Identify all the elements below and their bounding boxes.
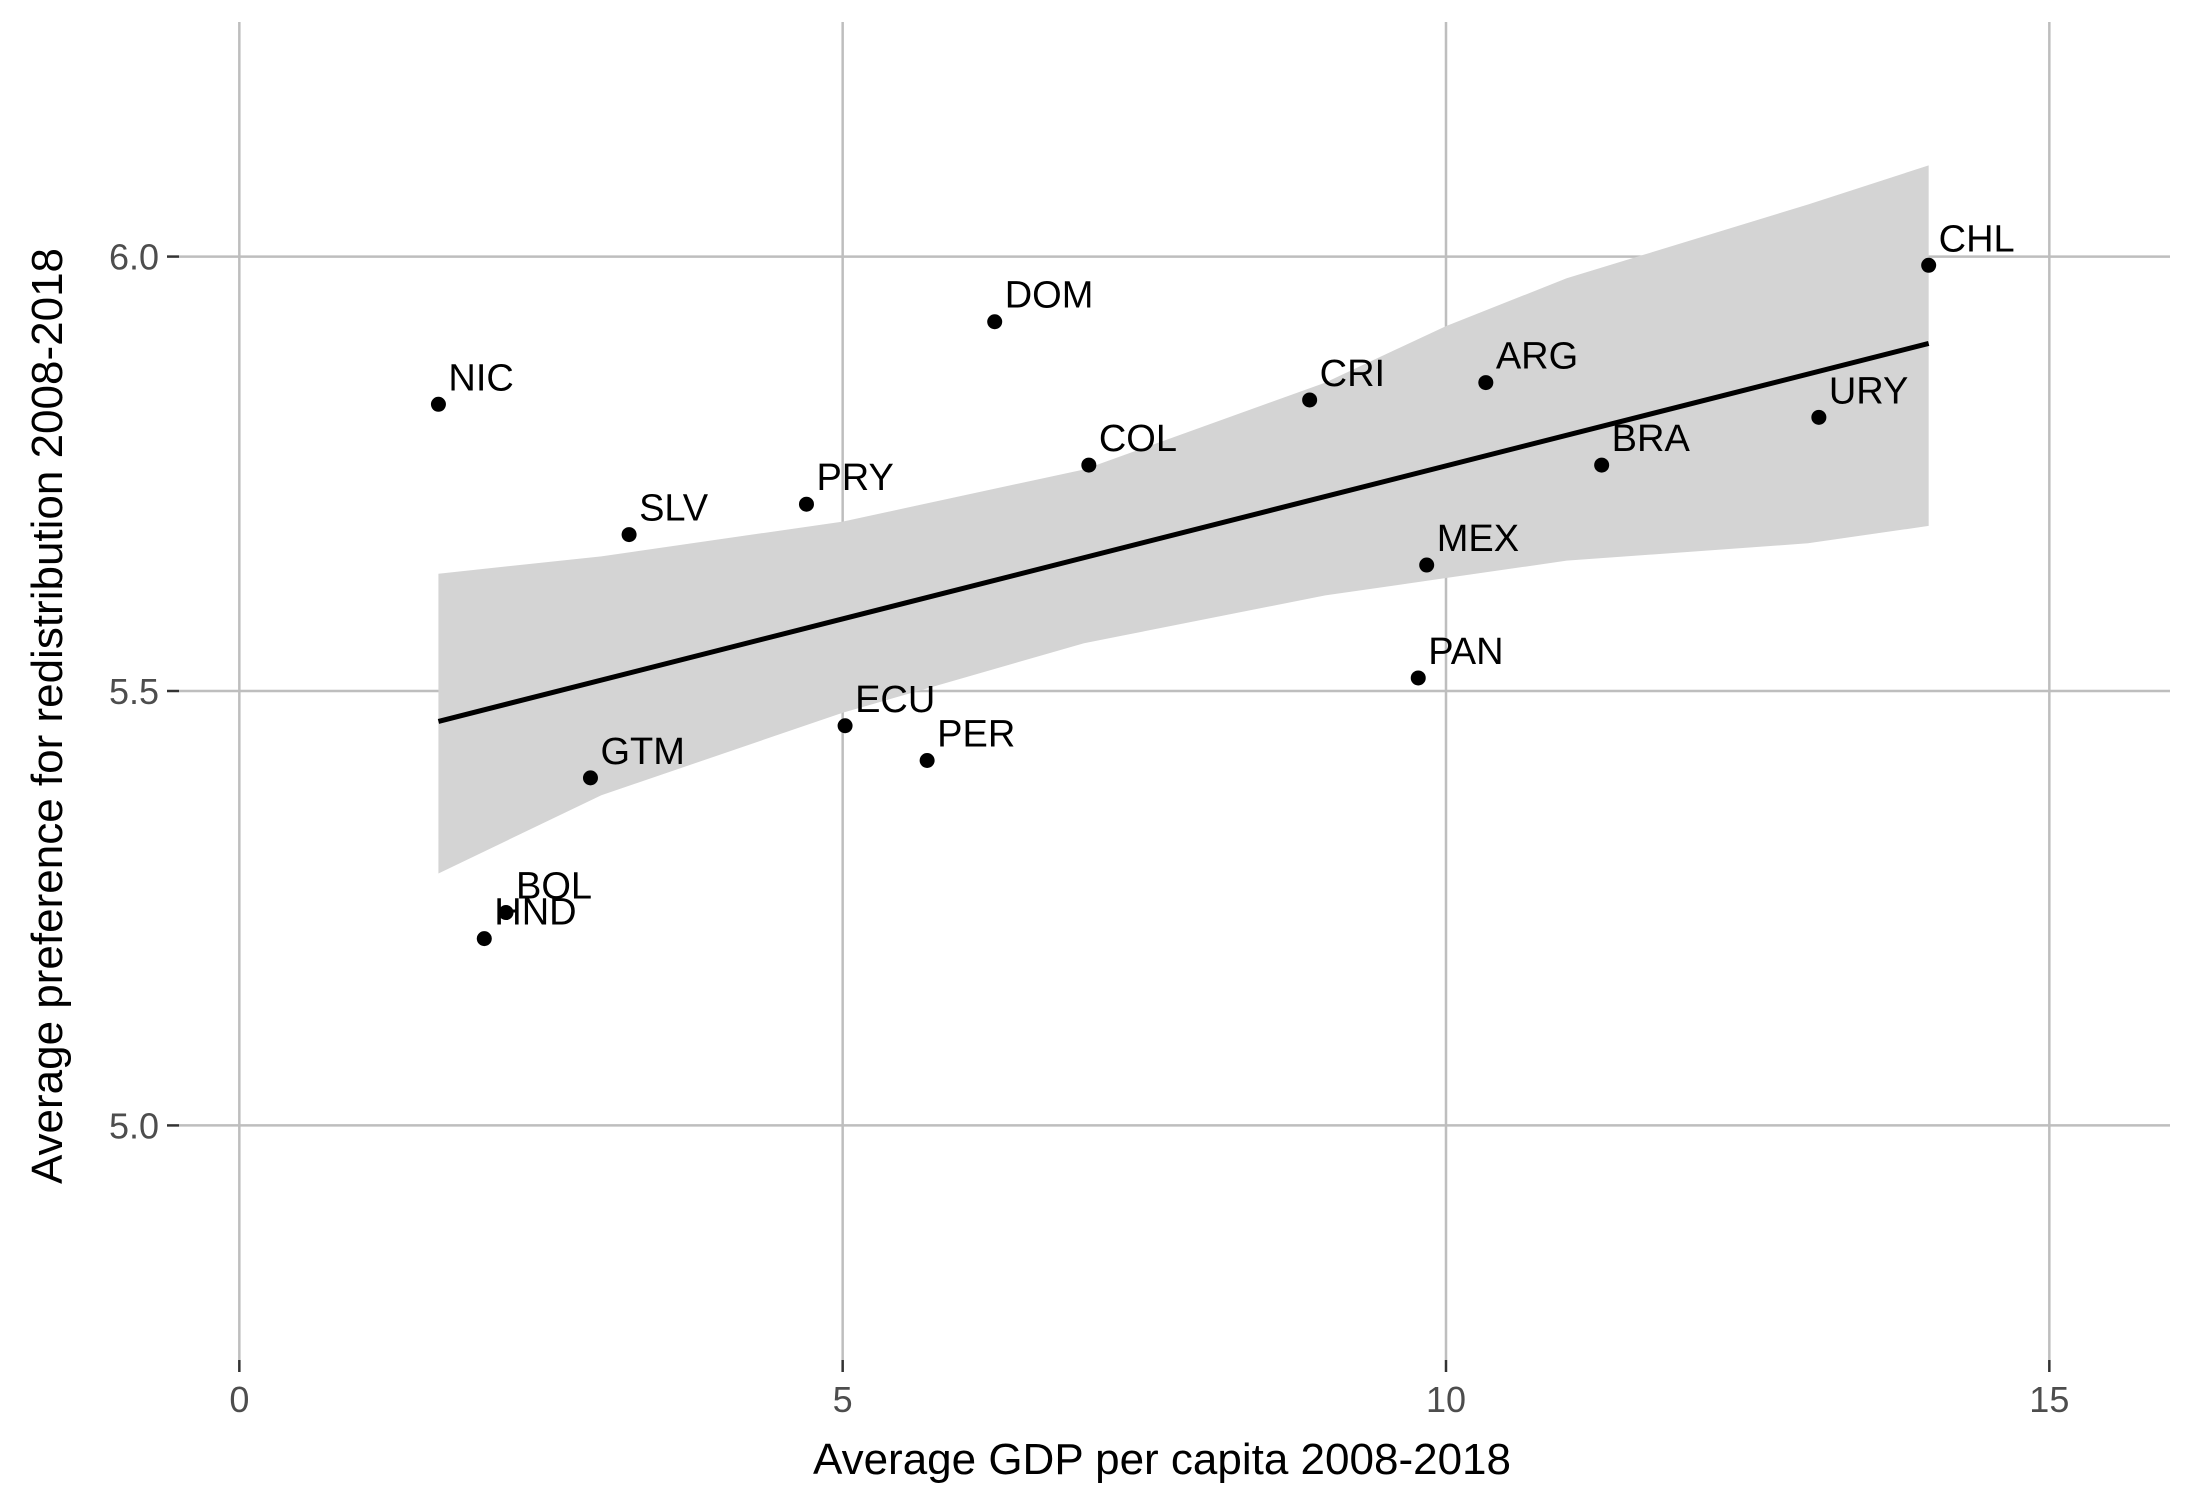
x-tick-label: 0 [229,1379,249,1420]
point-label-col: COL [1099,418,1177,460]
data-point-col [1081,457,1097,473]
data-point-bol [498,905,514,921]
data-point-arg [1478,375,1494,391]
data-point-per [919,753,935,769]
point-label-hnd: HND [494,892,576,934]
y-tick-label: 5.0 [109,1105,159,1146]
point-label-per: PER [937,714,1015,756]
point-label-ury: URY [1829,370,1909,412]
data-point-cri [1302,392,1318,408]
point-label-arg: ARG [1496,336,1578,378]
point-label-gtm: GTM [600,731,684,773]
y-axis-ticks: 5.0 5.5 6.0 [109,237,179,1146]
point-label-slv: SLV [639,488,709,530]
data-point-chl [1921,257,1937,273]
data-point-slv [621,527,637,543]
point-label-bol: BOL [516,866,592,908]
confidence-band-group [438,165,1929,874]
point-label-dom: DOM [1005,275,1094,317]
data-point-mex [1419,557,1435,573]
y-axis-title: Average preference for redistribution 20… [23,248,72,1184]
data-point-pan [1410,670,1426,686]
data-points: NIC SLV PRY DOM COL CRI ARG URY CHL BRA MEX PAN ECUP… [430,218,2015,947]
point-label-pry: PRY [816,457,893,499]
data-point-pry [798,496,814,512]
y-tick-label: 5.5 [109,671,159,712]
point-label-mex: MEX [1437,518,1519,560]
point-label-ecu: ECU [855,679,935,721]
data-point-bra [1594,457,1610,473]
x-tick-label: 10 [1426,1379,1466,1420]
x-tick-label: 5 [833,1379,853,1420]
point-label-cri: CRI [1320,353,1385,395]
data-point-dom [987,314,1003,330]
point-label-nic: NIC [448,357,513,399]
point-label-bra: BRA [1612,418,1691,460]
x-axis-title: Average GDP per capita 2008-2018 [813,1435,1511,1484]
x-axis-ticks: 0 5 10 15 [229,1360,2069,1420]
x-tick-label: 15 [2029,1379,2069,1420]
data-point-ecu [837,718,853,734]
trend-line [437,341,1930,724]
point-label-chl: CHL [1939,218,2015,260]
y-tick-label: 6.0 [109,237,159,278]
point-label-pan: PAN [1428,631,1503,673]
data-point-gtm [582,770,598,786]
data-point-hnd [476,931,492,947]
data-point-ury [1811,409,1827,425]
trend-line-group [437,341,1930,724]
confidence-band [438,165,1929,874]
data-point-nic [430,396,446,412]
